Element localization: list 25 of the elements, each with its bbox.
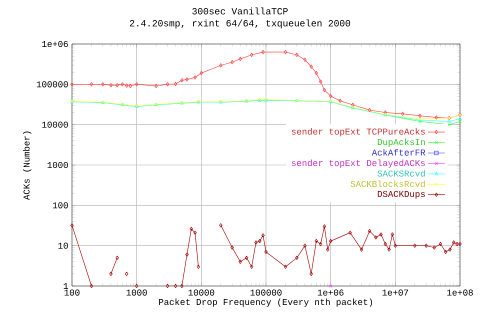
y-tick-label: 10000 xyxy=(42,122,68,128)
legend-label: SACKSRcvd xyxy=(377,170,425,177)
x-tick-label: 1e+06 xyxy=(318,290,344,296)
x-tick-label: 1e+07 xyxy=(382,290,408,296)
x-axis-title: Packet Drop Frequency (Every nth packet) xyxy=(159,298,372,307)
y-tick-label: 1000 xyxy=(48,162,68,168)
y-tick-label: 100 xyxy=(52,202,68,208)
chart-title: 300sec VanillaTCP xyxy=(192,8,288,14)
legend-label: SACKBlocksRcvd xyxy=(350,180,425,188)
chart-subtitle: 2.4.20smp, rxint 64/64, txqueuelen 2000 xyxy=(130,20,350,28)
y-tick-label: 1e+06 xyxy=(42,40,68,48)
y-tick-label: 1 xyxy=(64,283,68,289)
legend-label: AckAfterFR xyxy=(372,149,426,156)
y-axis-title: ACKs (Number) xyxy=(22,132,32,200)
x-tick-label: 1e+08 xyxy=(447,290,473,296)
legend-label: DSACKDups xyxy=(378,190,425,199)
legend-label: DupAcksIn xyxy=(378,138,425,147)
y-tick-label: 10 xyxy=(58,242,68,249)
legend-label: sender topExt TCPPureAcks xyxy=(292,128,425,136)
x-tick-label: 100 xyxy=(64,290,80,296)
y-tick-label: 100000 xyxy=(36,81,68,88)
x-tick-label: 100000 xyxy=(250,290,282,296)
x-tick-label: 10000 xyxy=(188,290,214,296)
x-tick-label: 1000 xyxy=(126,290,147,296)
legend-label: sender topExt DelayedACKs xyxy=(292,159,425,168)
